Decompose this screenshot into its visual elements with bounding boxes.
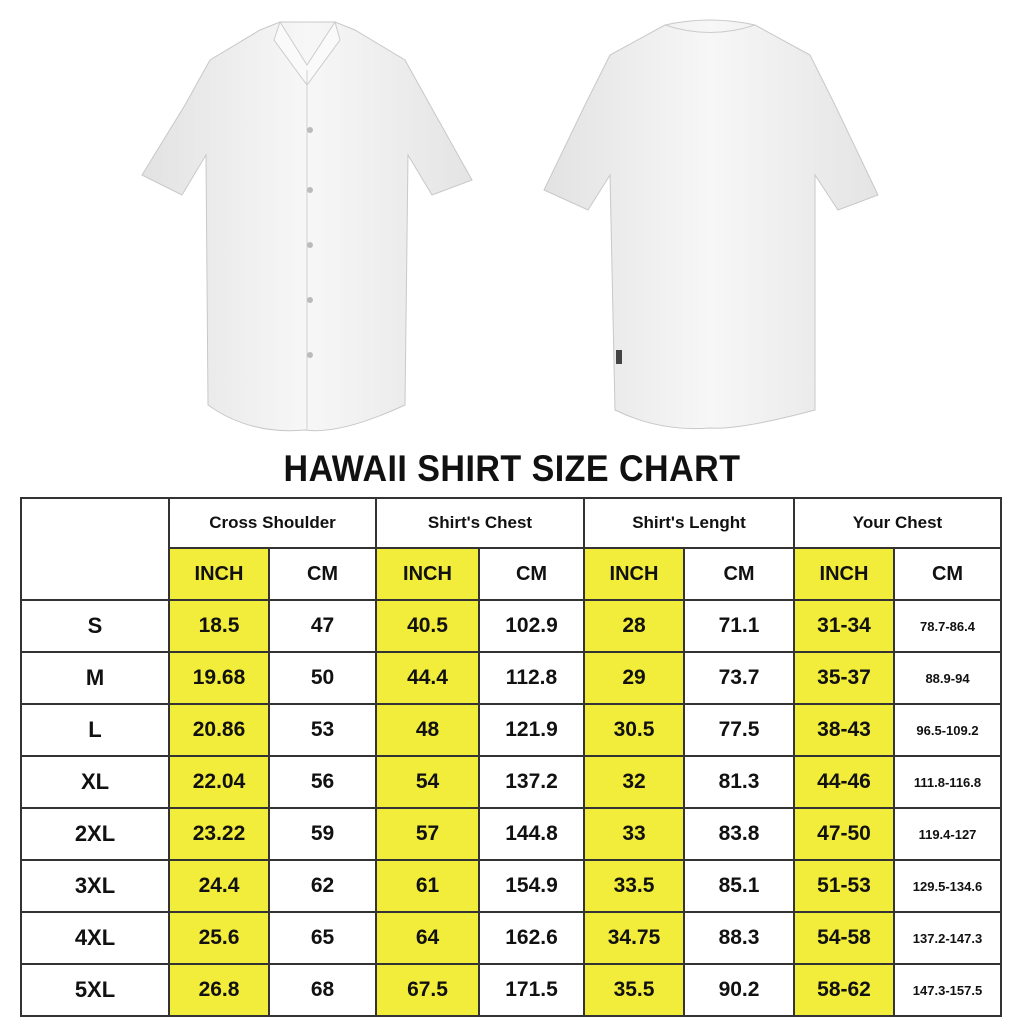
value-cell: 22.04 <box>168 755 270 809</box>
value-cell: 23.22 <box>168 807 270 861</box>
value-cell: 68 <box>268 963 377 1017</box>
value-cell: 162.6 <box>478 911 585 965</box>
value-cell: 24.4 <box>168 859 270 913</box>
value-cell: 57 <box>375 807 480 861</box>
unit-header-inch: INCH <box>375 547 480 601</box>
size-chart-table: Cross Shoulder Shirt's Chest Shirt's Lengh… <box>20 497 1002 1017</box>
value-cell: 119.4-127 <box>893 807 1002 861</box>
value-cell: 51-53 <box>793 859 895 913</box>
corner-cell <box>20 497 170 601</box>
value-cell: 147.3-157.5 <box>893 963 1002 1017</box>
value-cell: 67.5 <box>375 963 480 1017</box>
value-cell: 44-46 <box>793 755 895 809</box>
table-row: L 20.86 53 48 121.9 30.5 77.5 38-43 96.5-109.2 <box>20 703 1002 757</box>
value-cell: 59 <box>268 807 377 861</box>
value-cell: 33.5 <box>583 859 685 913</box>
value-cell: 64 <box>375 911 480 965</box>
value-cell: 54 <box>375 755 480 809</box>
value-cell: 90.2 <box>683 963 795 1017</box>
value-cell: 71.1 <box>683 599 795 653</box>
value-cell: 26.8 <box>168 963 270 1017</box>
value-cell: 54-58 <box>793 911 895 965</box>
table-row: 5XL 26.8 68 67.5 171.5 35.5 90.2 58-62 147.3-157… <box>20 963 1002 1017</box>
unit-header-inch: INCH <box>168 547 270 601</box>
size-label: L <box>20 703 170 757</box>
value-cell: 20.86 <box>168 703 270 757</box>
size-label: 2XL <box>20 807 170 861</box>
value-cell: 129.5-134.6 <box>893 859 1002 913</box>
chart-title: HAWAII SHIRT SIZE CHART <box>283 448 741 489</box>
value-cell: 73.7 <box>683 651 795 705</box>
value-cell: 35-37 <box>793 651 895 705</box>
value-cell: 18.5 <box>168 599 270 653</box>
unit-header-cm: CM <box>268 547 377 601</box>
size-label: 5XL <box>20 963 170 1017</box>
size-label: M <box>20 651 170 705</box>
value-cell: 31-34 <box>793 599 895 653</box>
value-cell: 30.5 <box>583 703 685 757</box>
value-cell: 44.4 <box>375 651 480 705</box>
unit-header-cm: CM <box>893 547 1002 601</box>
table-row: S 18.5 47 40.5 102.9 28 71.1 31-34 78.7-86.4 <box>20 599 1002 653</box>
value-cell: 121.9 <box>478 703 585 757</box>
value-cell: 19.68 <box>168 651 270 705</box>
value-cell: 83.8 <box>683 807 795 861</box>
value-cell: 50 <box>268 651 377 705</box>
value-cell: 112.8 <box>478 651 585 705</box>
value-cell: 61 <box>375 859 480 913</box>
size-label: XL <box>20 755 170 809</box>
value-cell: 137.2-147.3 <box>893 911 1002 965</box>
value-cell: 47-50 <box>793 807 895 861</box>
value-cell: 65 <box>268 911 377 965</box>
value-cell: 96.5-109.2 <box>893 703 1002 757</box>
group-header: Shirt's Lenght <box>583 497 795 549</box>
table-row: XL 22.04 56 54 137.2 32 81.3 44-46 111.8-116.8 <box>20 755 1002 809</box>
table-row: 4XL 25.6 65 64 162.6 34.75 88.3 54-58 137.2-147.… <box>20 911 1002 965</box>
table-row: M 19.68 50 44.4 112.8 29 73.7 35-37 88.9-94 <box>20 651 1002 705</box>
value-cell: 28 <box>583 599 685 653</box>
back-shirt-image <box>543 19 879 430</box>
group-header: Cross Shoulder <box>168 497 377 549</box>
value-cell: 35.5 <box>583 963 685 1017</box>
value-cell: 32 <box>583 755 685 809</box>
front-shirt-image <box>141 20 473 432</box>
value-cell: 58-62 <box>793 963 895 1017</box>
group-header: Your Chest <box>793 497 1002 549</box>
value-cell: 154.9 <box>478 859 585 913</box>
value-cell: 48 <box>375 703 480 757</box>
size-label: S <box>20 599 170 653</box>
value-cell: 40.5 <box>375 599 480 653</box>
value-cell: 56 <box>268 755 377 809</box>
value-cell: 29 <box>583 651 685 705</box>
table-row: 3XL 24.4 62 61 154.9 33.5 85.1 51-53 129.5-134.6 <box>20 859 1002 913</box>
value-cell: 81.3 <box>683 755 795 809</box>
value-cell: 62 <box>268 859 377 913</box>
value-cell: 171.5 <box>478 963 585 1017</box>
unit-header-cm: CM <box>683 547 795 601</box>
value-cell: 137.2 <box>478 755 585 809</box>
unit-header-inch: INCH <box>793 547 895 601</box>
value-cell: 53 <box>268 703 377 757</box>
value-cell: 47 <box>268 599 377 653</box>
value-cell: 85.1 <box>683 859 795 913</box>
value-cell: 38-43 <box>793 703 895 757</box>
value-cell: 88.9-94 <box>893 651 1002 705</box>
unit-header-cm: CM <box>478 547 585 601</box>
value-cell: 102.9 <box>478 599 585 653</box>
value-cell: 25.6 <box>168 911 270 965</box>
size-label: 4XL <box>20 911 170 965</box>
value-cell: 88.3 <box>683 911 795 965</box>
value-cell: 33 <box>583 807 685 861</box>
value-cell: 34.75 <box>583 911 685 965</box>
size-label: 3XL <box>20 859 170 913</box>
value-cell: 111.8-116.8 <box>893 755 1002 809</box>
group-header-row: Cross Shoulder Shirt's Chest Shirt's Lengh… <box>20 497 1002 601</box>
value-cell: 144.8 <box>478 807 585 861</box>
table-row: 2XL 23.22 59 57 144.8 33 83.8 47-50 119.4-127 <box>20 807 1002 861</box>
group-header: Shirt's Chest <box>375 497 585 549</box>
unit-header-row: INCH CM INCH CM INCH CM INCH CM <box>21 547 1002 601</box>
value-cell: 78.7-86.4 <box>893 599 1002 653</box>
value-cell: 77.5 <box>683 703 795 757</box>
unit-header-inch: INCH <box>583 547 685 601</box>
